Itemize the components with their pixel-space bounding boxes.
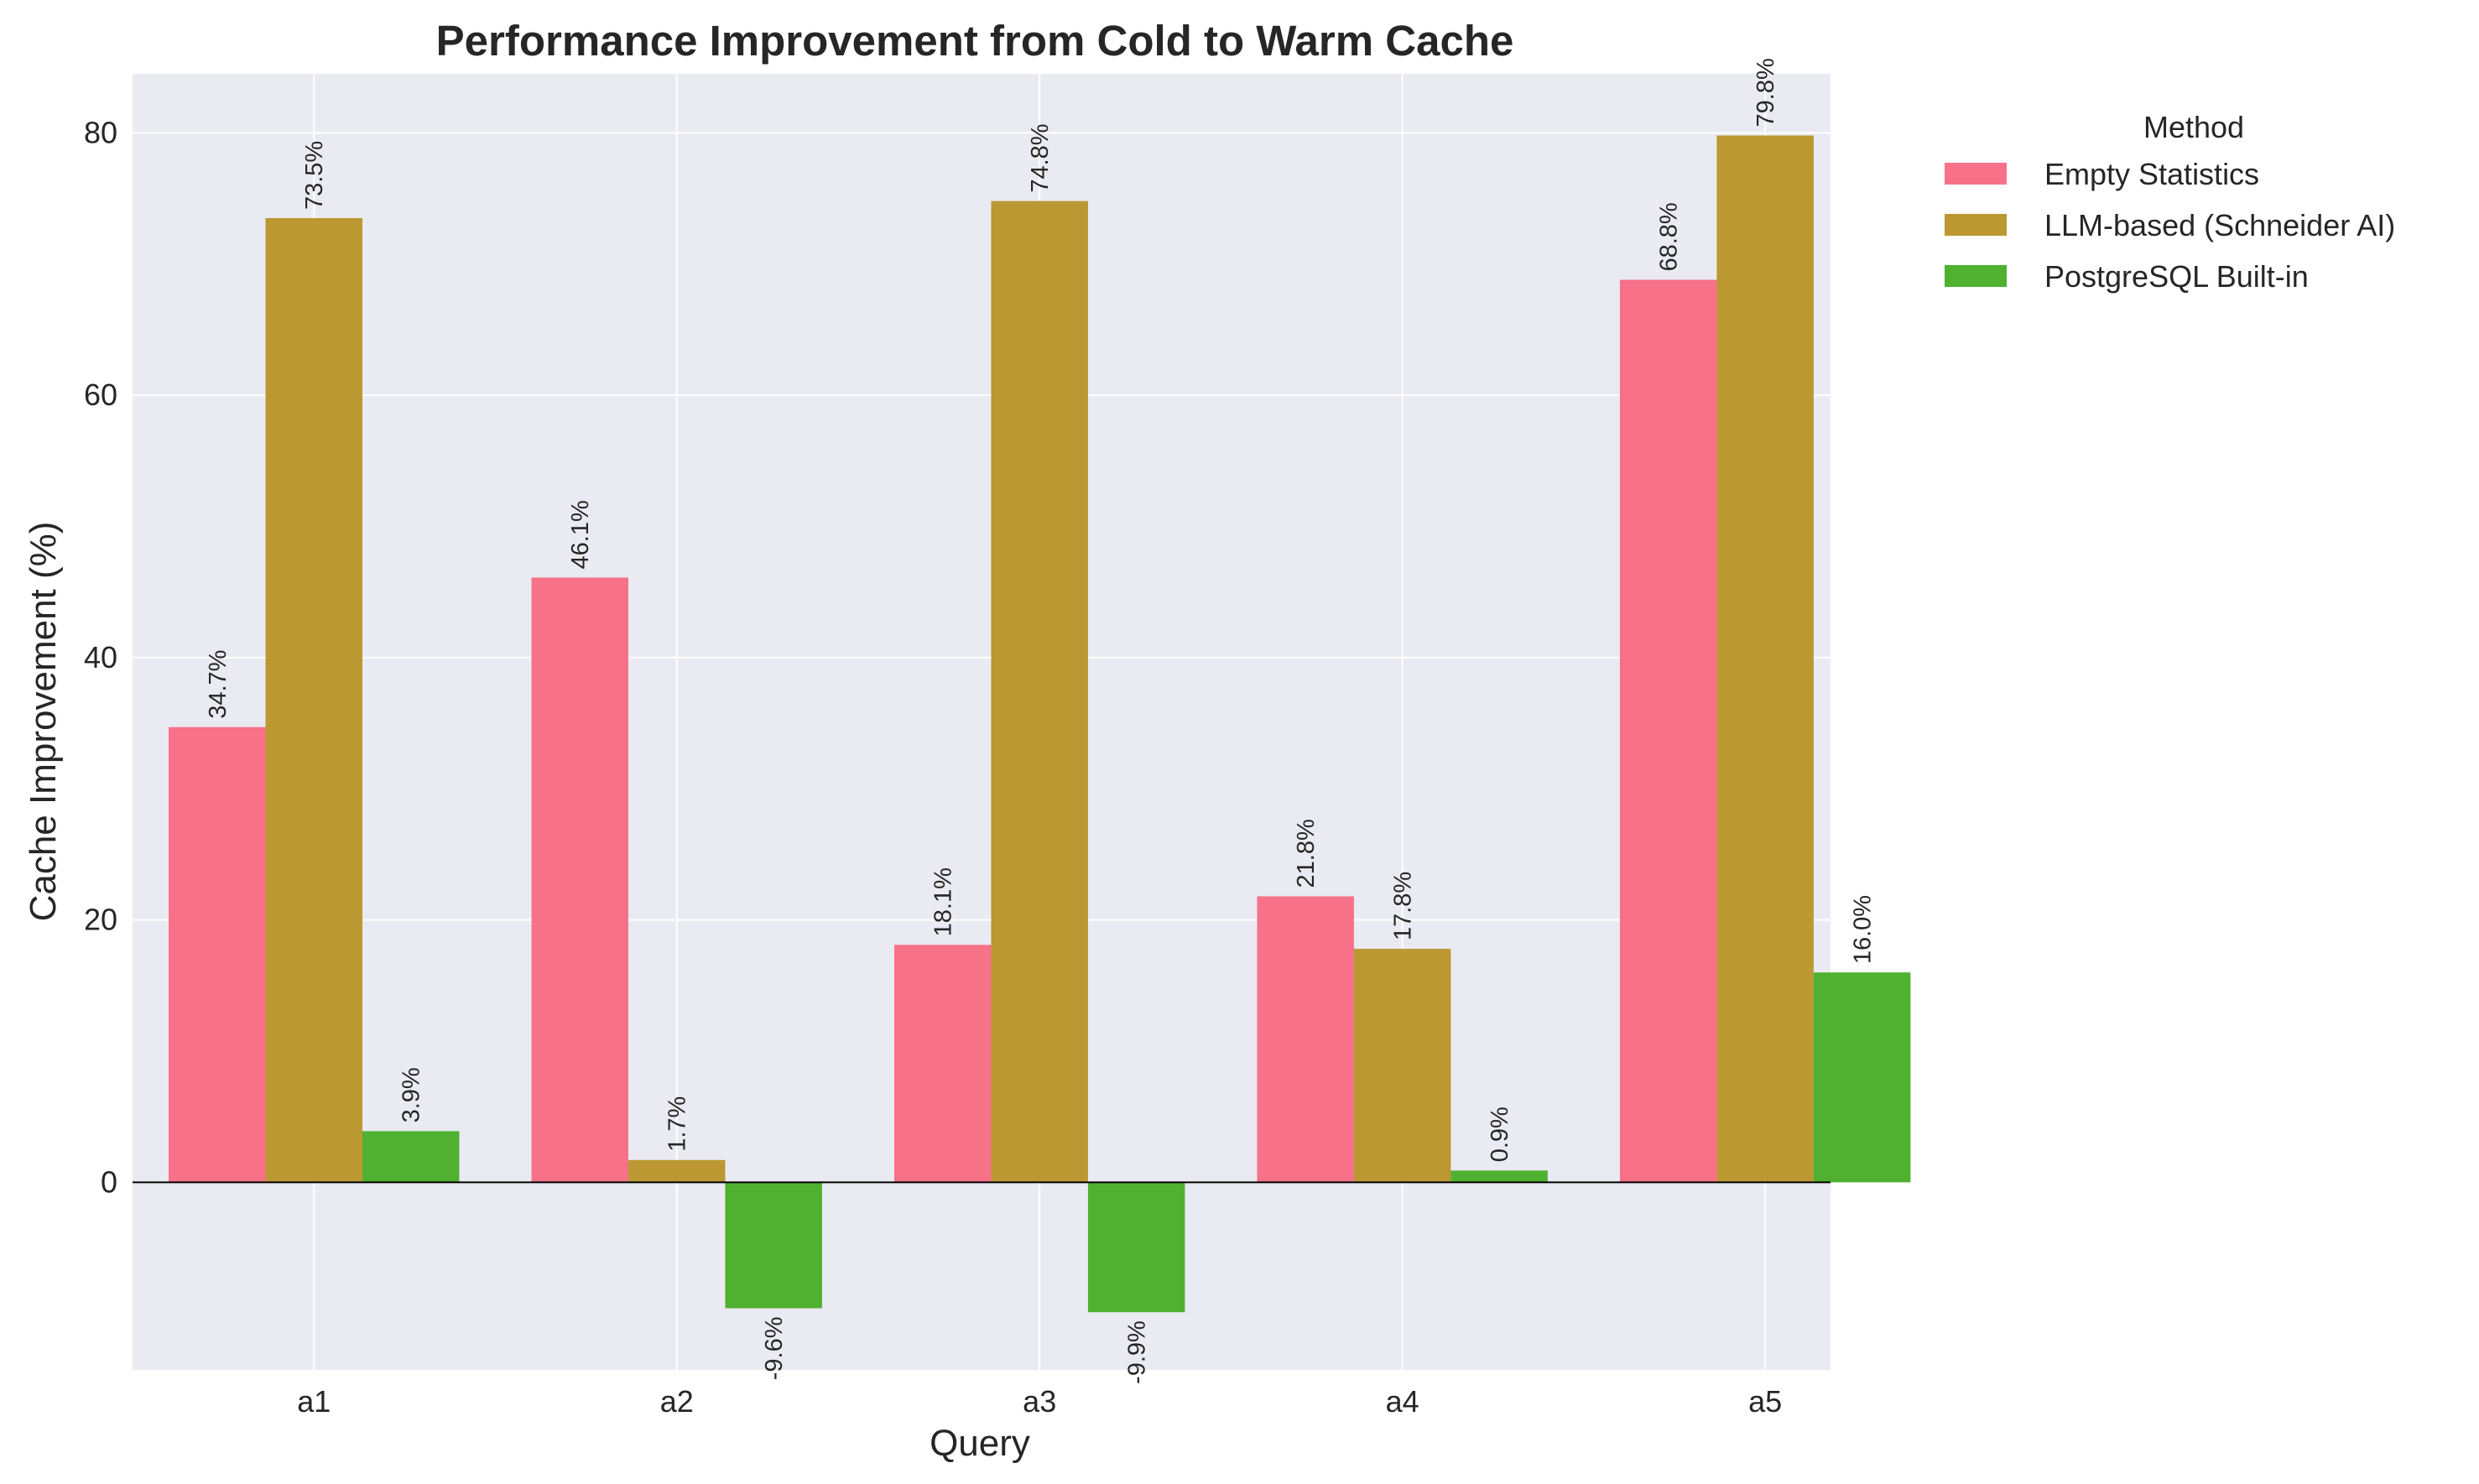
data-label: 34.7% (205, 650, 232, 719)
bar-a1-series-1 (169, 726, 266, 1183)
bar-a3-series-2 (991, 200, 1088, 1183)
legend: Method Empty Statistics LLM-based (Schnei… (1945, 110, 2395, 294)
data-label: 3.9% (398, 1067, 425, 1122)
x-tick-label: a2 (660, 1384, 694, 1419)
bar-a4-series-1 (1257, 896, 1354, 1183)
bars (169, 135, 1911, 1313)
legend-swatch (1945, 214, 2007, 236)
legend-item: PostgreSQL Built-in (1945, 259, 2309, 294)
data-label: 0.9% (1487, 1106, 1513, 1162)
bar-a5-series-1 (1619, 279, 1717, 1183)
x-tick-label: a4 (1386, 1384, 1419, 1419)
x-tick-label: a5 (1748, 1384, 1782, 1419)
data-label: 73.5% (301, 141, 328, 210)
data-label: 79.8% (1752, 58, 1779, 127)
x-axis-ticks: a1 a2 a3 a4 a5 (297, 1384, 1782, 1419)
legend-title: Method (2143, 110, 2244, 144)
x-axis-label: Query (930, 1423, 1030, 1464)
bar-a2-series-2 (628, 1159, 726, 1183)
bar-a3-series-1 (893, 945, 992, 1183)
legend-label: Empty Statistics (2044, 157, 2259, 191)
x-tick-label: a3 (1023, 1384, 1056, 1419)
legend-item: LLM-based (Schneider AI) (1945, 208, 2395, 242)
y-axis-label: Cache Improvement (%) (23, 522, 64, 922)
legend-label: PostgreSQL Built-in (2044, 259, 2309, 294)
y-tick-label: 80 (84, 115, 117, 149)
data-label: 74.8% (1027, 123, 1054, 192)
data-label: 18.1% (930, 867, 957, 936)
data-labels: 34.7% 46.1% 18.1% 21.8% 68.8% 73.5% 1.7% 74.8% 1… (205, 58, 1877, 1384)
legend-swatch (1945, 163, 2007, 185)
data-label: 46.1% (567, 500, 594, 569)
y-tick-label: 20 (84, 903, 117, 937)
data-label: 17.8% (1390, 872, 1417, 940)
chart-title: Performance Improvement from Cold to War… (436, 17, 1514, 65)
legend-swatch (1945, 265, 2007, 287)
bar-a1-series-2 (265, 218, 362, 1183)
y-tick-label: 0 (101, 1164, 117, 1199)
data-label: 16.0% (1850, 895, 1877, 964)
data-label: -9.6% (761, 1317, 788, 1381)
y-tick-label: 40 (84, 640, 117, 674)
bar-a5-series-2 (1716, 135, 1814, 1183)
x-tick-label: a1 (297, 1384, 331, 1419)
legend-label: LLM-based (Schneider AI) (2044, 208, 2395, 242)
bar-a4-series-2 (1353, 949, 1451, 1183)
data-label: 21.8% (1293, 819, 1320, 888)
y-tick-label: 60 (84, 378, 117, 412)
bar-a2-series-1 (531, 577, 628, 1183)
y-axis-ticks: 0 20 40 60 80 (84, 115, 117, 1199)
bar-a5-series-3 (1813, 972, 1911, 1183)
legend-item: Empty Statistics (1945, 157, 2259, 191)
bar-a4-series-3 (1450, 1170, 1548, 1183)
bar-a3-series-3 (1087, 1182, 1185, 1313)
bar-a1-series-3 (362, 1131, 460, 1183)
bar-a2-series-3 (725, 1182, 822, 1309)
data-label: -9.9% (1124, 1320, 1151, 1384)
data-label: 68.8% (1656, 202, 1683, 271)
data-label: 1.7% (664, 1096, 691, 1152)
